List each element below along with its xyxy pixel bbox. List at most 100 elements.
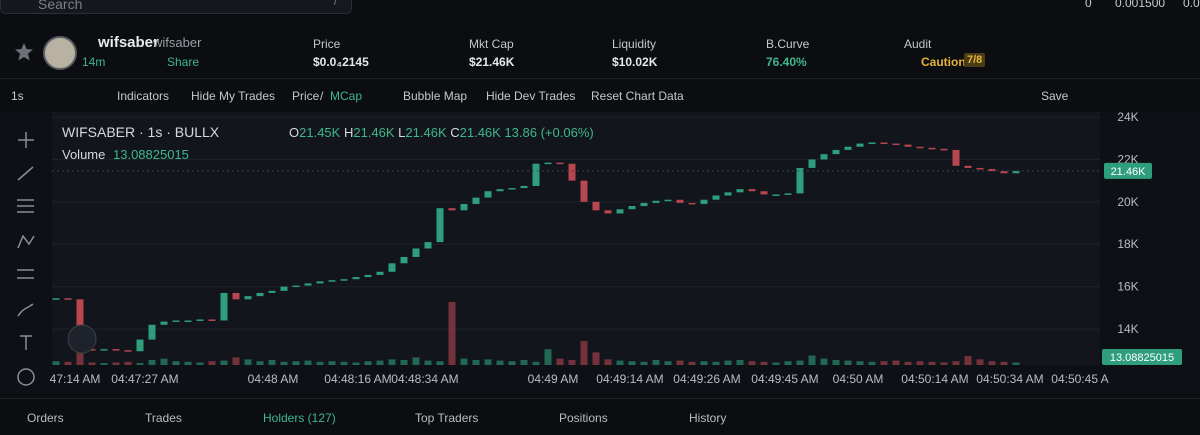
volume-bar [688,361,696,365]
candle [76,299,84,350]
volume-bar [388,359,396,365]
candle [868,142,876,145]
volume-bar [304,360,312,365]
volume-bar [376,360,384,365]
tab[interactable]: History [689,411,727,425]
shortcut: / [334,0,338,8]
volume-bar [244,359,252,365]
volume-bar [532,361,540,365]
candle [472,197,480,204]
volume-bar [448,302,456,365]
volume-bar [184,361,192,365]
volume-bar [412,357,420,365]
volume-bar [280,361,288,365]
candle [544,162,552,165]
hide-dev-trades[interactable]: Hide Dev Trades [486,89,576,103]
volume-bar [892,360,900,365]
audit-score: 7/8 [964,53,986,67]
volume-bar [736,359,744,365]
candle [136,339,144,352]
volume-bar [496,360,504,365]
candle [652,200,660,203]
stat-value: 76.40% [766,55,807,69]
volume-bar [196,362,204,365]
candle [808,159,816,168]
tab[interactable]: Positions [559,411,608,425]
volume-bar [1000,361,1008,365]
x-tick-label: 04:49 AM [528,372,579,386]
mcap-toggle[interactable]: MCap [330,89,363,103]
last-price-label: 21.46K [1111,166,1147,178]
volume-bar [400,359,408,365]
candle [784,193,792,195]
candle [796,167,804,194]
c-key: C [450,125,460,140]
c-value: 21.46K [459,125,501,140]
volume-bar [616,360,624,365]
candle [640,202,648,207]
share-link[interactable]: Share [167,55,200,69]
candle [1012,170,1020,174]
candle [880,142,888,145]
volume-bar [352,362,360,365]
stat-label: Price [313,37,341,51]
candle [724,192,732,196]
audit-label[interactable]: Audit [904,37,932,51]
star-icon[interactable] [14,42,34,62]
y-tick-label: 20K [1117,195,1138,209]
volume-bar [940,362,948,365]
candle [568,163,576,181]
stat-value: $21.46K [469,55,515,69]
volume-bar [880,361,888,365]
price-toggle[interactable]: Price [292,89,320,103]
reset-chart[interactable]: Reset Chart Data [591,89,684,103]
x-tick-label: 04:50:45 A [1051,372,1108,386]
stat-label: B.Curve [766,37,810,51]
candle [916,146,924,149]
volume-bar [652,359,660,365]
hide-my-trades[interactable]: Hide My Trades [191,89,276,103]
volume-bar [544,349,552,365]
volume-bar [340,361,348,365]
candle [484,191,492,198]
candle [64,298,72,300]
candle [532,163,540,186]
h-key: H [343,125,354,140]
ohlc-legend: O21.45K H21.46K L21.46K C21.46K 13.86 (+… [289,125,594,140]
candle [856,143,864,147]
search-box[interactable] [0,0,352,14]
tab[interactable]: Top Traders [415,411,479,425]
candle [196,319,204,321]
candle [208,319,216,321]
volume-bar [784,361,792,365]
candle [460,203,468,211]
plot-bg [52,112,1100,365]
candle [424,242,432,249]
x-tick-label: 04:48:34 AM [391,372,458,386]
tab-active[interactable]: Holders (127) [263,411,336,425]
volume-bar [52,361,60,365]
candle [304,283,312,286]
drawing-tools[interactable] [17,132,35,386]
candle [904,144,912,147]
tab[interactable]: Trades [145,411,182,425]
token-avatar [43,36,77,70]
candle [664,199,672,202]
indicators[interactable]: Indicators [117,89,170,103]
candle [820,154,828,160]
volume-bar [844,360,852,365]
bubble-map[interactable]: Bubble Map [403,89,468,103]
save[interactable]: Save [1041,89,1069,103]
volume-bar [112,362,120,365]
candle [760,191,768,195]
search-placeholder: Search [38,0,83,12]
candle [616,209,624,214]
candle [160,321,168,325]
tab[interactable]: Orders [27,411,64,425]
volume-bar [88,362,96,365]
candle [736,189,744,193]
token-ticker: wifsaber [153,35,202,50]
interval[interactable]: 1s [11,89,24,103]
change: 13.86 (+0.06%) [504,125,594,140]
